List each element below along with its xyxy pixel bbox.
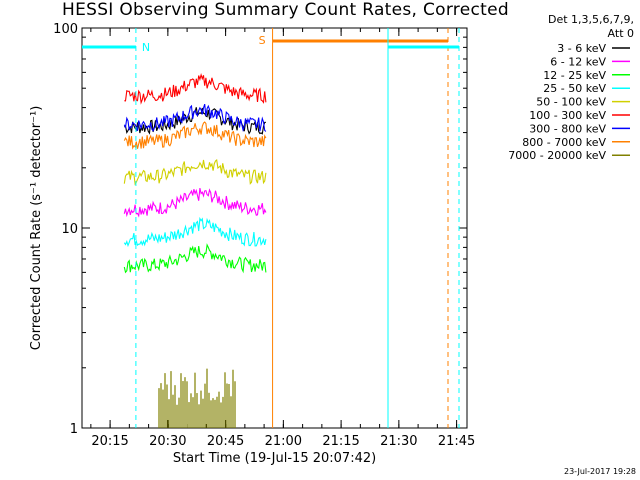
legend-label: 7000 - 20000 keV — [508, 149, 606, 162]
series-100-300-kevline — [124, 72, 267, 105]
legend-label: 50 - 100 keV — [536, 96, 606, 109]
x-tick-label: 21:45 — [438, 434, 475, 449]
x-tick-label: 21:15 — [322, 434, 359, 449]
series-300-800-kevline — [123, 103, 267, 132]
x-tick-label: 21:30 — [380, 434, 417, 449]
legend-label: 25 - 50 keV — [543, 82, 606, 95]
legend-label: 12 - 25 keV — [543, 69, 606, 82]
x-tick-label: 21:00 — [265, 434, 302, 449]
date-stamp: 23-Jul-2017 19:28 — [563, 467, 636, 476]
series-25-50-kevline — [123, 216, 267, 248]
legend-label: 6 - 12 keV — [550, 55, 606, 68]
legend-header-line-2: Att 0 — [607, 27, 634, 40]
chart-title: HESSI Observing Summary Count Rates, Cor… — [62, 0, 509, 20]
night-label: N — [142, 41, 150, 54]
legend-label: 3 - 6 keV — [557, 42, 606, 55]
legend-label: 300 - 800 keV — [529, 122, 606, 135]
saa-label: S — [259, 34, 266, 47]
x-tick-label: 20:45 — [207, 434, 244, 449]
series-800-7000-kevline — [123, 121, 267, 150]
legend-header: Det 1,3,5,6,7,9, Att 0 — [484, 13, 634, 41]
legend-label: 800 - 7000 keV — [522, 136, 606, 149]
y-tick-label: 1 — [70, 422, 78, 437]
y-axis-label: Corrected Count Rate (s⁻¹ detector⁻¹) — [29, 106, 44, 351]
x-tick-label: 20:30 — [149, 434, 186, 449]
legend-label: 100 - 300 keV — [529, 109, 606, 122]
series-6-12-kevline — [123, 187, 267, 218]
legend-header-line-1: Det 1,3,5,6,7,9, — [547, 13, 634, 26]
x-axis-label: Start Time (19-Jul-15 20:07:42) — [173, 451, 376, 466]
series-12-25-kevline — [123, 243, 267, 274]
plot-frame — [81, 27, 468, 429]
x-tick-label: 20:15 — [91, 434, 128, 449]
y-tick-label: 10 — [61, 222, 78, 237]
series-50-100-kevline — [123, 158, 267, 186]
y-tick-label: 100 — [53, 22, 78, 37]
